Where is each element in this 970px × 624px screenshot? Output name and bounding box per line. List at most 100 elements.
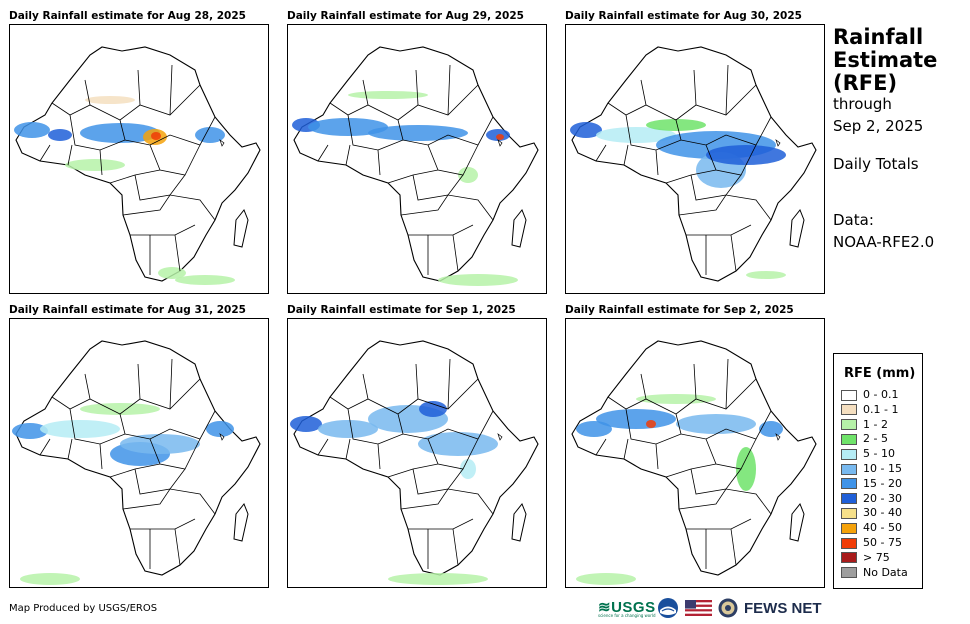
continent-outline	[293, 46, 539, 282]
info-date: Sep 2, 2025	[833, 117, 924, 135]
country-border	[665, 169, 742, 201]
legend-label: 1 - 2	[863, 417, 888, 431]
legend-swatch	[841, 389, 857, 401]
country-border	[678, 194, 772, 221]
legend-swatch	[841, 433, 857, 445]
rainfall-map	[9, 318, 269, 588]
legend-label: 10 - 15	[863, 462, 902, 475]
country-border	[122, 194, 216, 221]
legend-item: 5 - 10	[841, 447, 895, 461]
rainfall-area	[596, 127, 676, 143]
legend-item: 50 - 75	[841, 536, 902, 550]
rainfall-area	[676, 414, 756, 434]
country-border	[317, 358, 451, 470]
country-border	[109, 169, 186, 201]
rainfall-area	[20, 573, 80, 585]
continent-outline	[15, 46, 261, 282]
panel-title: Daily Rainfall estimate for Aug 29, 2025	[287, 10, 524, 22]
madagascar-outline	[233, 503, 249, 542]
rainfall-area	[438, 274, 518, 286]
continent-outline	[571, 46, 817, 282]
legend-item: 10 - 15	[841, 462, 902, 476]
legend-label: 40 - 50	[863, 521, 902, 535]
rainfall-area	[40, 420, 120, 438]
panel-title: Daily Rainfall estimate for Sep 2, 2025	[565, 304, 794, 316]
lake-outline	[775, 139, 781, 147]
rainfall-map	[565, 318, 825, 588]
panel-title: Daily Rainfall estimate for Aug 30, 2025	[565, 10, 802, 22]
country-border	[387, 463, 464, 495]
lake-outline	[219, 433, 225, 441]
info-data-source: NOAA-RFE2.0	[833, 233, 935, 251]
legend-label: No Data	[863, 565, 908, 579]
country-border	[69, 408, 216, 445]
rainfall-map	[565, 24, 825, 294]
legend-swatch	[841, 419, 857, 431]
rainfall-area	[460, 459, 476, 479]
lake-outline	[775, 433, 781, 441]
noaa-logo	[658, 598, 678, 618]
rainfall-area	[290, 416, 322, 432]
rainfall-area	[736, 447, 756, 491]
country-border	[408, 224, 474, 275]
legend-item: 40 - 50	[841, 521, 902, 535]
country-border	[625, 114, 772, 151]
country-border	[119, 119, 201, 176]
info-title-line3: (RFE)	[833, 71, 898, 95]
info-through: through	[833, 95, 892, 113]
fews-net-logo: FEWS NET	[744, 600, 822, 617]
country-border	[675, 119, 757, 176]
info-block: Rainfall Estimate (RFE) through Sep 2, 2…	[833, 26, 968, 253]
map-graphic	[290, 340, 539, 585]
map-graphic	[12, 340, 261, 585]
legend-label: 0.1 - 1	[863, 402, 899, 416]
legend-item: 20 - 30	[841, 492, 902, 506]
legend-label: > 75	[863, 550, 890, 564]
legend-swatch	[841, 478, 857, 490]
country-border	[119, 413, 201, 470]
country-border	[130, 224, 196, 275]
legend-item: 2 - 5	[841, 432, 888, 446]
country-border	[109, 463, 186, 495]
rainfall-area	[759, 421, 783, 437]
rainfall-area	[318, 420, 378, 438]
rainfall-area	[80, 403, 160, 415]
country-border	[675, 413, 757, 470]
us-flag-icon	[685, 600, 712, 616]
legend-item: 0.1 - 1	[841, 403, 898, 417]
map-graphic	[292, 46, 539, 286]
legend-label: 2 - 5	[863, 432, 888, 446]
legend-item: 1 - 2	[841, 418, 888, 432]
country-border	[397, 119, 479, 176]
country-border	[400, 488, 494, 515]
rainfall-area	[576, 573, 636, 585]
panel-title: Daily Rainfall estimate for Aug 28, 2025	[9, 10, 246, 22]
madagascar-outline	[789, 503, 805, 542]
legend-swatch	[841, 404, 857, 416]
state-dept-seal-icon	[718, 598, 738, 618]
madagascar-outline	[511, 209, 527, 248]
madagascar-outline	[789, 209, 805, 248]
legend-label: 15 - 20	[863, 476, 902, 490]
rainfall-area	[388, 573, 488, 585]
info-totals: Daily Totals	[833, 155, 919, 173]
legend-swatch	[841, 463, 857, 475]
legend-label: 50 - 75	[863, 536, 902, 549]
lake-outline	[497, 139, 503, 147]
rainfall-area	[195, 127, 225, 143]
country-border	[595, 358, 729, 470]
rainfall-map	[287, 24, 547, 294]
legend-label: 0 - 0.1	[863, 388, 899, 401]
legend-title: RFE (mm)	[844, 366, 916, 381]
rainfall-area	[646, 119, 706, 131]
rainfall-area	[368, 125, 468, 141]
rainfall-area	[646, 420, 656, 428]
panel-title: Daily Rainfall estimate for Sep 1, 2025	[287, 304, 516, 316]
country-border	[347, 114, 494, 151]
map-graphic	[570, 46, 817, 282]
map-graphic	[571, 340, 817, 585]
madagascar-outline	[233, 209, 249, 248]
legend-swatch	[841, 552, 857, 564]
info-title-line1: Rainfall	[833, 25, 924, 49]
